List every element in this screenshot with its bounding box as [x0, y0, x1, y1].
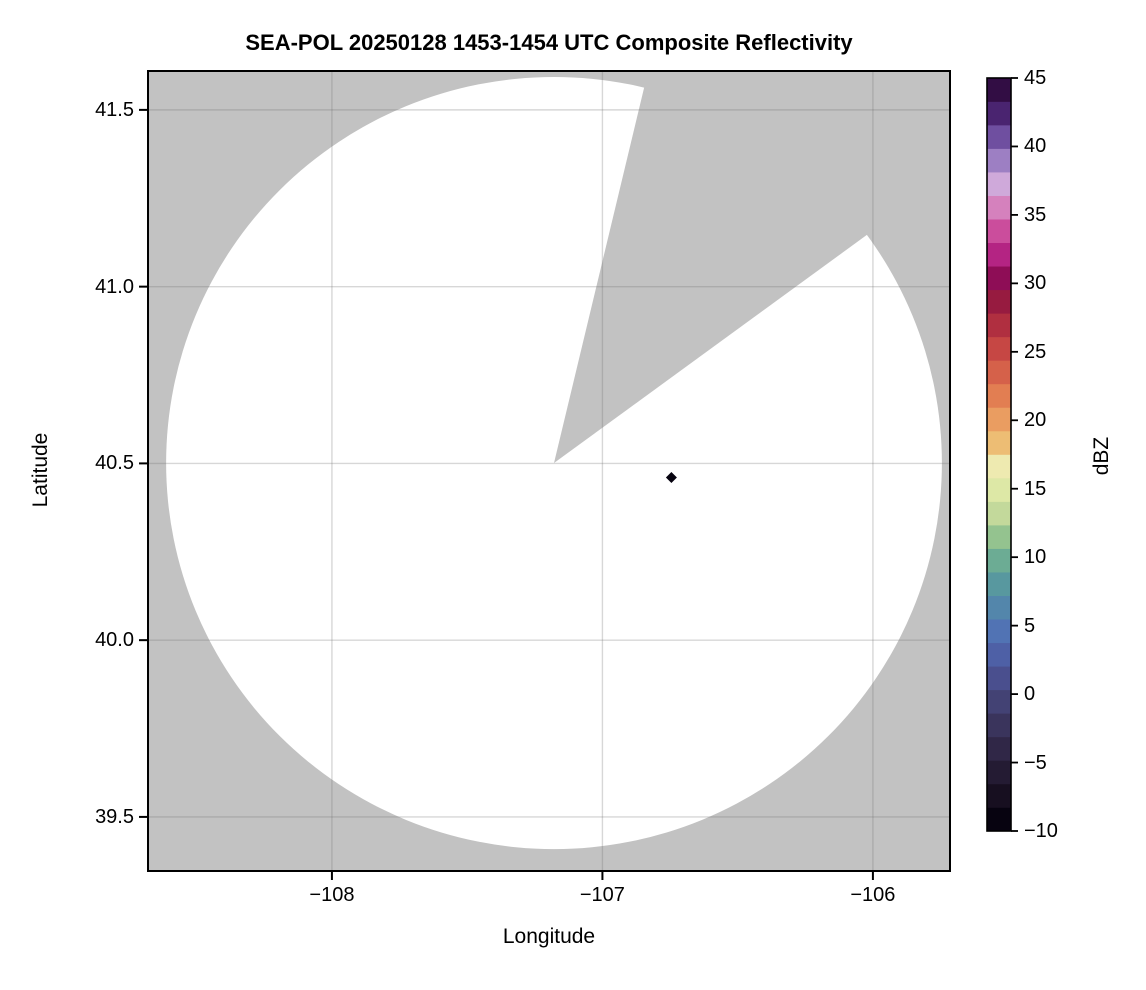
- colorbar-band: [987, 101, 1011, 126]
- y-tick-label: 40.0: [95, 629, 134, 652]
- colorbar-band: [987, 501, 1011, 526]
- colorbar-band: [987, 148, 1011, 173]
- colorbar-band: [987, 524, 1011, 549]
- colorbar-band: [987, 124, 1011, 149]
- colorbar-band: [987, 783, 1011, 808]
- colorbar-tick-label: 45: [1024, 67, 1047, 89]
- colorbar-band: [987, 242, 1011, 267]
- colorbar-band: [987, 383, 1011, 408]
- y-tick-label: 41.0: [95, 275, 134, 298]
- colorbar-band: [987, 477, 1011, 502]
- colorbar-tick-label: 5: [1024, 614, 1036, 637]
- colorbar-band: [987, 265, 1011, 291]
- plot-title: SEA-POL 20250128 1453-1454 UTC Composite…: [245, 30, 853, 55]
- y-tick-label: 41.5: [95, 98, 134, 121]
- colorbar-band: [987, 360, 1011, 385]
- x-tick-label: −106: [850, 884, 896, 906]
- colorbar-tick-label: 10: [1024, 546, 1047, 569]
- plot-border: [147, 70, 951, 872]
- colorbar-tick-label: 15: [1024, 477, 1047, 500]
- colorbar-band: [987, 430, 1011, 455]
- colorbar-tick-label: 20: [1024, 409, 1047, 432]
- colorbar-band: [987, 313, 1011, 338]
- colorbar-band: [987, 595, 1011, 620]
- colorbar-tick-label: 0: [1024, 683, 1036, 706]
- colorbar-tick-label: 25: [1024, 340, 1047, 363]
- colorbar-band: [987, 218, 1011, 244]
- y-tick-label: 39.5: [95, 805, 134, 828]
- colorbar-band: [987, 77, 1011, 102]
- colorbar-band: [987, 736, 1011, 761]
- colorbar-band: [987, 642, 1011, 667]
- colorbar-band: [987, 618, 1011, 644]
- colorbar-band: [987, 454, 1011, 479]
- colorbar-band: [987, 171, 1011, 196]
- y-tick-label: 40.5: [95, 452, 134, 475]
- x-tick-label: −107: [579, 884, 625, 906]
- colorbar-frame: [986, 77, 1012, 832]
- colorbar-band: [987, 807, 1011, 832]
- blocked-sector-wedge: [554, 71, 950, 464]
- colorbar-tick-label: 30: [1024, 272, 1047, 295]
- colorbar-band: [987, 195, 1011, 220]
- colorbar-tick-label: −5: [1024, 751, 1047, 774]
- x-tick-label: −108: [309, 884, 355, 906]
- colorbar-band: [987, 689, 1011, 714]
- colorbar-band: [987, 713, 1011, 738]
- colorbar-band: [987, 289, 1011, 314]
- x-axis-label: Longitude: [502, 925, 596, 948]
- colorbar-label: dBZ: [1090, 436, 1113, 476]
- colorbar-band: [987, 571, 1011, 596]
- colorbar-band: [987, 548, 1011, 573]
- colorbar-band: [987, 336, 1011, 361]
- colorbar-tick-label: −10: [1024, 820, 1058, 842]
- echo-marker-diamond: [665, 472, 677, 484]
- colorbar-band: [987, 760, 1011, 785]
- colorbar-tick-label: 40: [1024, 135, 1047, 158]
- colorbar-band: [987, 407, 1011, 432]
- y-axis-label: Latitude: [29, 432, 52, 508]
- colorbar-band: [987, 665, 1011, 691]
- colorbar-tick-label: 35: [1024, 203, 1047, 226]
